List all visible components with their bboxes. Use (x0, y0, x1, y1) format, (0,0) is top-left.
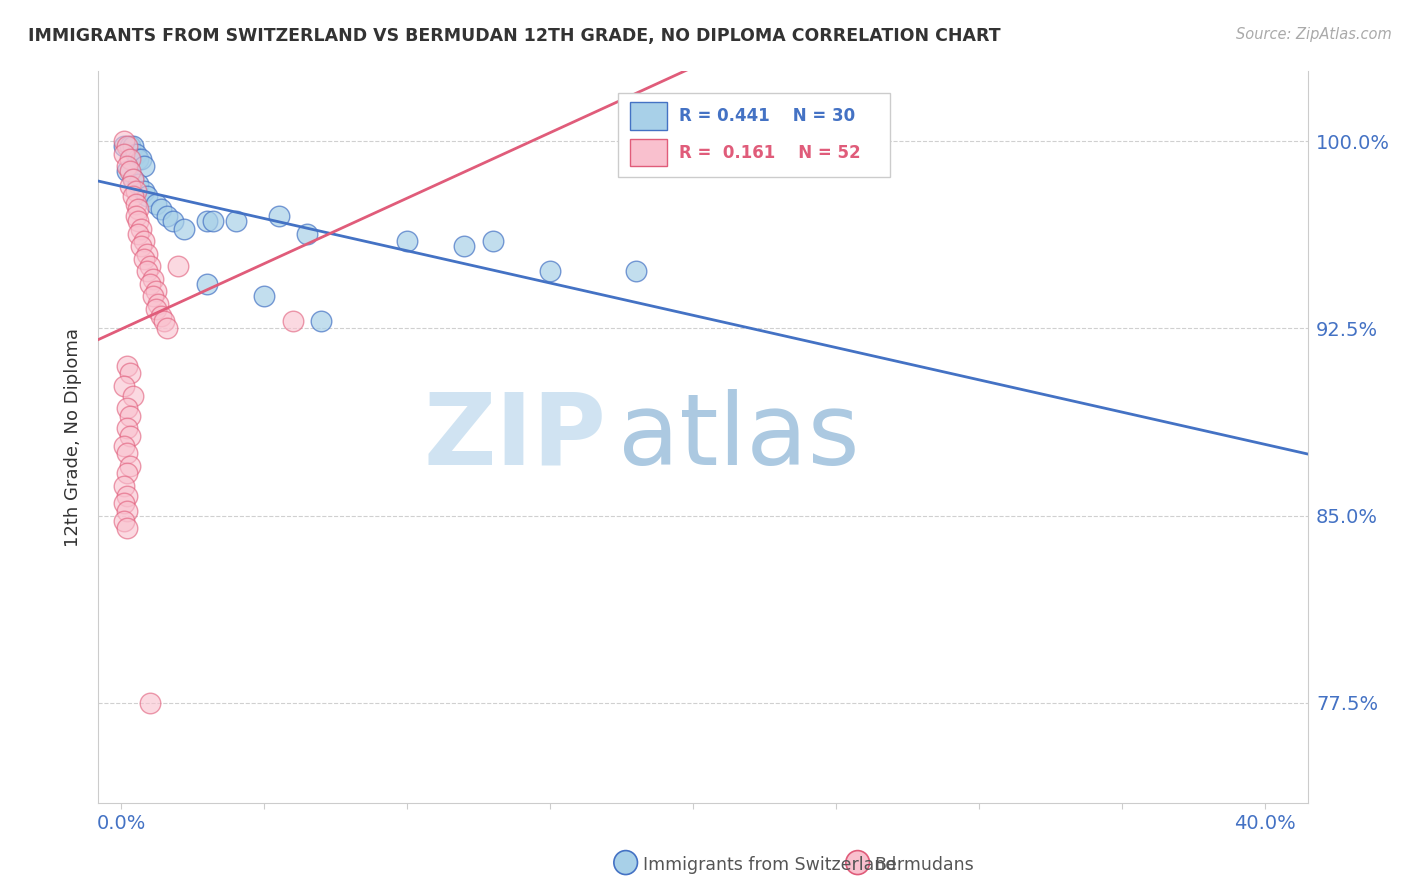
Point (124, 209, 146, 223)
Y-axis label: 12th Grade, No Diploma: 12th Grade, No Diploma (65, 327, 83, 547)
Text: R = 0.441    N = 30: R = 0.441 N = 30 (679, 107, 855, 125)
Point (127, 152, 149, 166)
Point (127, 202, 149, 216)
Point (115, 164, 138, 178)
Text: ZIP: ZIP (423, 389, 606, 485)
Point (453, 239, 475, 253)
Point (145, 301, 167, 316)
Point (129, 152, 152, 166)
Text: R =  0.161    N = 52: R = 0.161 N = 52 (679, 144, 860, 161)
Point (145, 284, 167, 298)
Point (136, 189, 159, 203)
Point (127, 177, 149, 191)
Point (162, 214, 184, 228)
Point (115, 139, 138, 153)
Point (134, 234, 156, 248)
Circle shape (846, 851, 869, 874)
Point (115, 504, 138, 518)
Text: atlas: atlas (619, 389, 860, 485)
Text: IMMIGRANTS FROM SWITZERLAND VS BERMUDAN 12TH GRADE, NO DIPLOMA CORRELATION CHART: IMMIGRANTS FROM SWITZERLAND VS BERMUDAN … (28, 27, 1001, 45)
Point (112, 139, 135, 153)
Point (118, 139, 141, 153)
Point (121, 189, 143, 203)
Point (124, 184, 146, 198)
Point (121, 171, 143, 186)
Point (112, 439, 135, 453)
Point (115, 421, 138, 435)
Bar (630, 138, 666, 167)
Point (112, 379, 135, 393)
Point (624, 264, 647, 278)
Point (115, 446, 138, 460)
Point (134, 252, 156, 266)
Point (173, 221, 195, 235)
Circle shape (614, 851, 637, 874)
Bar (630, 102, 666, 130)
Point (121, 389, 143, 403)
Point (118, 179, 141, 194)
Point (118, 458, 141, 473)
Point (134, 184, 156, 198)
Point (167, 259, 190, 273)
FancyBboxPatch shape (619, 94, 890, 178)
Point (115, 521, 138, 535)
Point (124, 146, 146, 161)
Point (150, 202, 173, 216)
Point (115, 467, 138, 481)
Point (115, 359, 138, 373)
Point (267, 209, 290, 223)
Point (115, 489, 138, 503)
Point (112, 146, 135, 161)
Point (148, 296, 170, 310)
Point (118, 367, 141, 381)
Point (139, 259, 162, 273)
Point (118, 409, 141, 423)
Point (195, 277, 218, 291)
Point (121, 171, 143, 186)
Point (112, 479, 135, 493)
Point (112, 134, 135, 148)
Point (482, 234, 505, 248)
Point (538, 264, 561, 278)
Point (115, 401, 138, 416)
Point (129, 221, 152, 235)
Point (118, 152, 141, 166)
Point (134, 159, 156, 173)
Point (156, 321, 179, 335)
Point (295, 227, 318, 241)
Point (311, 314, 333, 328)
Point (112, 496, 135, 510)
Point (121, 139, 143, 153)
Point (136, 246, 159, 260)
Text: Immigrants from Switzerland: Immigrants from Switzerland (643, 856, 896, 874)
Point (139, 696, 162, 710)
Point (225, 214, 247, 228)
Text: Bermudans: Bermudans (875, 856, 974, 874)
Point (281, 314, 304, 328)
Point (253, 289, 276, 303)
Point (139, 277, 162, 291)
Point (129, 239, 152, 253)
Point (127, 227, 149, 241)
Point (118, 429, 141, 443)
Point (142, 289, 165, 303)
Point (142, 271, 165, 285)
Point (124, 196, 146, 211)
Point (153, 314, 176, 328)
Point (115, 159, 138, 173)
Point (112, 514, 135, 528)
Point (136, 264, 159, 278)
Point (150, 309, 173, 323)
Point (195, 214, 218, 228)
Point (396, 234, 419, 248)
Point (127, 214, 149, 228)
Point (145, 196, 167, 211)
Point (156, 209, 179, 223)
Point (118, 164, 141, 178)
Text: Source: ZipAtlas.com: Source: ZipAtlas.com (1236, 27, 1392, 42)
Point (201, 214, 224, 228)
